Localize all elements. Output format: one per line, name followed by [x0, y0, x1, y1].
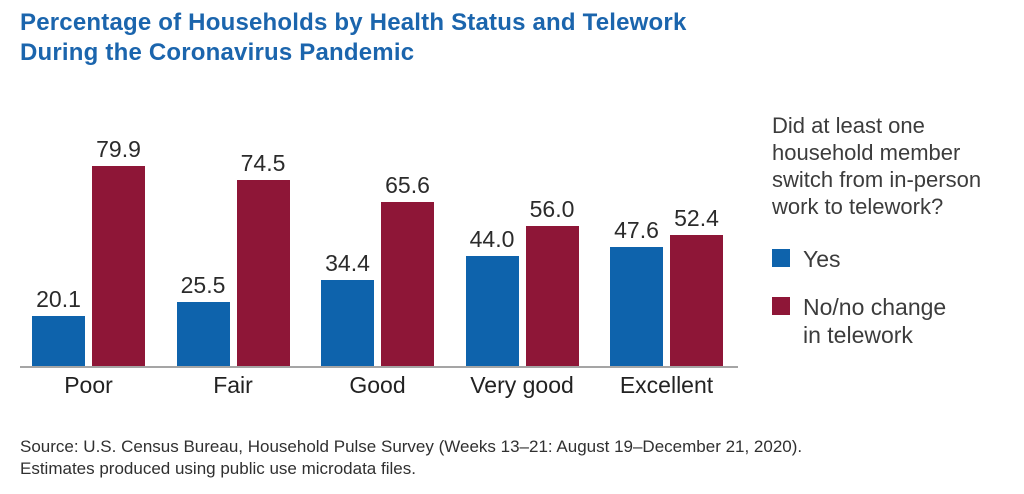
- legend-label-no: No/no change in telework: [803, 294, 947, 348]
- value-label: 25.5: [180, 272, 226, 298]
- value-label: 34.4: [325, 250, 370, 276]
- legend-swatch-yes-icon: [772, 249, 790, 267]
- bar-no-poor: [92, 166, 145, 366]
- bar-yes-poor: [32, 316, 85, 366]
- legend-label-yes: Yes: [803, 246, 841, 272]
- bar-yes-good: [321, 280, 374, 366]
- bar-yes-excellent: [610, 247, 663, 366]
- value-label: 79.9: [96, 136, 141, 162]
- bar-no-very-good: [525, 226, 579, 366]
- bar-no-good: [381, 202, 434, 366]
- bar-no-fair: [236, 180, 290, 366]
- category-label-fair: Fair: [213, 372, 253, 398]
- category-label-very-good: Very good: [470, 372, 574, 398]
- value-label: 56.0: [529, 196, 575, 222]
- value-label: 47.6: [614, 217, 659, 243]
- x-axis-line: [20, 366, 738, 368]
- value-label: 65.6: [385, 172, 430, 198]
- source-note: Source: U.S. Census Bureau, Household Pu…: [20, 436, 980, 480]
- bar-yes-very-good: [465, 256, 519, 366]
- bar-no-excellent: [670, 235, 723, 366]
- bar-yes-fair: [176, 302, 230, 366]
- legend-title: Did at least one household member switch…: [772, 113, 982, 219]
- chart-title: Percentage of Households by Health Statu…: [20, 9, 687, 66]
- source-line-2: Estimates produced using public use micr…: [20, 459, 416, 478]
- bar-chart: 20.1 79.9 Poor 25.5 74.5 Fair 34.4 65.6 Good 44.0…: [20, 100, 740, 400]
- value-label: 52.4: [674, 205, 719, 231]
- category-label-good: Good: [349, 372, 406, 398]
- value-label: 44.0: [469, 226, 515, 252]
- category-label-poor: Poor: [64, 372, 113, 398]
- category-label-excellent: Excellent: [619, 372, 714, 398]
- value-label: 74.5: [240, 150, 286, 176]
- value-label: 20.1: [36, 286, 81, 312]
- legend-swatch-no-icon: [772, 297, 790, 315]
- source-line-1: Source: U.S. Census Bureau, Household Pu…: [20, 437, 803, 456]
- legend-item-yes: Yes: [772, 245, 1024, 273]
- legend-item-no: No/no change in telework: [772, 293, 1024, 349]
- chart-legend: Did at least one household member switch…: [772, 112, 1024, 369]
